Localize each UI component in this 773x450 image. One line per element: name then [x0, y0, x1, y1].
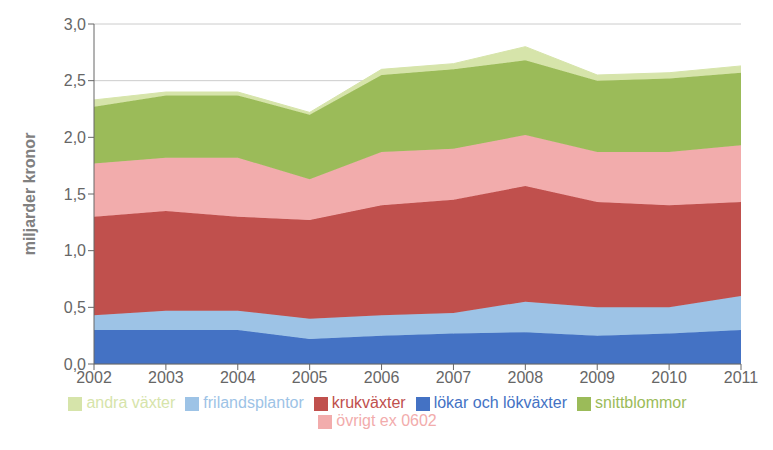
svg-text:2004: 2004 — [220, 369, 256, 386]
svg-text:2005: 2005 — [292, 369, 328, 386]
svg-text:2002: 2002 — [76, 369, 112, 387]
svg-text:1,0: 1,0 — [64, 242, 86, 259]
svg-text:2,0: 2,0 — [64, 129, 86, 146]
html-text:snittblommor: snittblommor — [595, 394, 687, 411]
html-text:frilandsplantor: frilandsplantor — [203, 394, 304, 411]
svg-text:2006: 2006 — [364, 369, 400, 386]
svg-text:2003: 2003 — [148, 369, 184, 386]
svg-text:0,0: 0,0 — [64, 356, 86, 373]
svg-text:0,5: 0,5 — [64, 299, 86, 316]
html-text:lökar och lökväxter: lökar och lökväxter — [433, 394, 567, 411]
svg-text:2009: 2009 — [579, 369, 615, 386]
html-text:krukväxter: krukväxter — [331, 394, 406, 411]
html-text:övrigt ex 0602: övrigt ex 0602 — [336, 412, 437, 429]
html-text:andra växter: andra växter — [86, 394, 176, 411]
svg-text:2011: 2011 — [724, 369, 759, 386]
svg-text:2,5: 2,5 — [64, 72, 86, 89]
svg-text:3,0: 3,0 — [64, 16, 86, 33]
svg-text:1,5: 1,5 — [64, 186, 86, 203]
svg-text:2008: 2008 — [508, 369, 544, 386]
svg-text:2007: 2007 — [436, 369, 472, 386]
svg-text:miljarder kronor: miljarder kronor — [21, 133, 38, 256]
svg-text:2010: 2010 — [651, 369, 687, 386]
